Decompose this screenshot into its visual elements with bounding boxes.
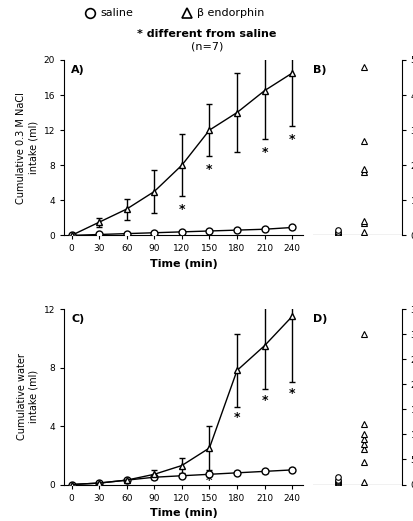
Text: *: * <box>233 412 240 425</box>
Text: (n=7): (n=7) <box>190 42 223 52</box>
Text: D): D) <box>312 314 327 325</box>
Text: *: * <box>288 387 295 400</box>
Text: *: * <box>261 146 267 159</box>
Text: * different from saline: * different from saline <box>137 29 276 39</box>
X-axis label: Time (min): Time (min) <box>150 259 217 269</box>
Y-axis label: Cumulative water
intake (ml): Cumulative water intake (ml) <box>17 353 38 440</box>
Text: *: * <box>206 474 212 487</box>
Text: β endorphin: β endorphin <box>197 8 264 18</box>
Text: B): B) <box>312 65 326 75</box>
Text: A): A) <box>71 65 85 75</box>
Text: *: * <box>178 203 185 216</box>
Text: C): C) <box>71 314 84 325</box>
Text: saline: saline <box>100 8 133 18</box>
Text: *: * <box>288 133 295 146</box>
X-axis label: Time (min): Time (min) <box>150 508 217 518</box>
Y-axis label: Cumulative 0.3 M NaCl
intake (ml): Cumulative 0.3 M NaCl intake (ml) <box>17 92 38 204</box>
Text: *: * <box>261 394 267 407</box>
Text: *: * <box>206 164 212 177</box>
